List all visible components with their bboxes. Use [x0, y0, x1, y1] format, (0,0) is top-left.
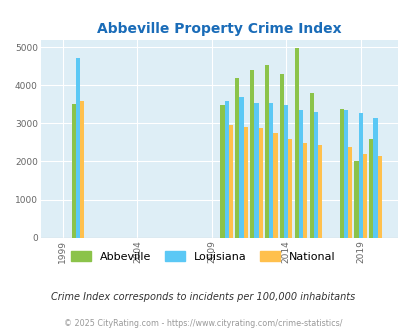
Bar: [362, 154, 366, 238]
Bar: [284, 106, 288, 238]
Bar: [254, 103, 258, 238]
Bar: [369, 139, 373, 238]
Bar: [354, 161, 358, 238]
Bar: [273, 133, 277, 238]
Bar: [294, 48, 298, 238]
Bar: [80, 101, 84, 238]
Legend: Abbeville, Louisiana, National: Abbeville, Louisiana, National: [66, 247, 339, 267]
Bar: [298, 111, 303, 238]
Bar: [358, 113, 362, 238]
Bar: [76, 58, 80, 238]
Bar: [235, 78, 239, 238]
Bar: [220, 105, 224, 238]
Bar: [71, 104, 76, 238]
Bar: [264, 65, 269, 238]
Bar: [317, 145, 322, 238]
Text: Crime Index corresponds to incidents per 100,000 inhabitants: Crime Index corresponds to incidents per…: [51, 292, 354, 302]
Bar: [339, 109, 343, 238]
Bar: [228, 125, 232, 238]
Bar: [243, 127, 247, 238]
Bar: [279, 74, 284, 238]
Bar: [288, 139, 292, 238]
Bar: [269, 103, 273, 238]
Bar: [303, 143, 307, 238]
Bar: [224, 101, 228, 238]
Bar: [347, 148, 351, 238]
Bar: [377, 156, 381, 238]
Bar: [249, 70, 254, 238]
Bar: [309, 93, 313, 238]
Title: Abbeville Property Crime Index: Abbeville Property Crime Index: [97, 22, 341, 36]
Bar: [343, 111, 347, 238]
Bar: [239, 97, 243, 238]
Bar: [373, 118, 377, 238]
Text: © 2025 CityRating.com - https://www.cityrating.com/crime-statistics/: © 2025 CityRating.com - https://www.city…: [64, 319, 341, 328]
Bar: [258, 128, 262, 238]
Bar: [313, 112, 317, 238]
